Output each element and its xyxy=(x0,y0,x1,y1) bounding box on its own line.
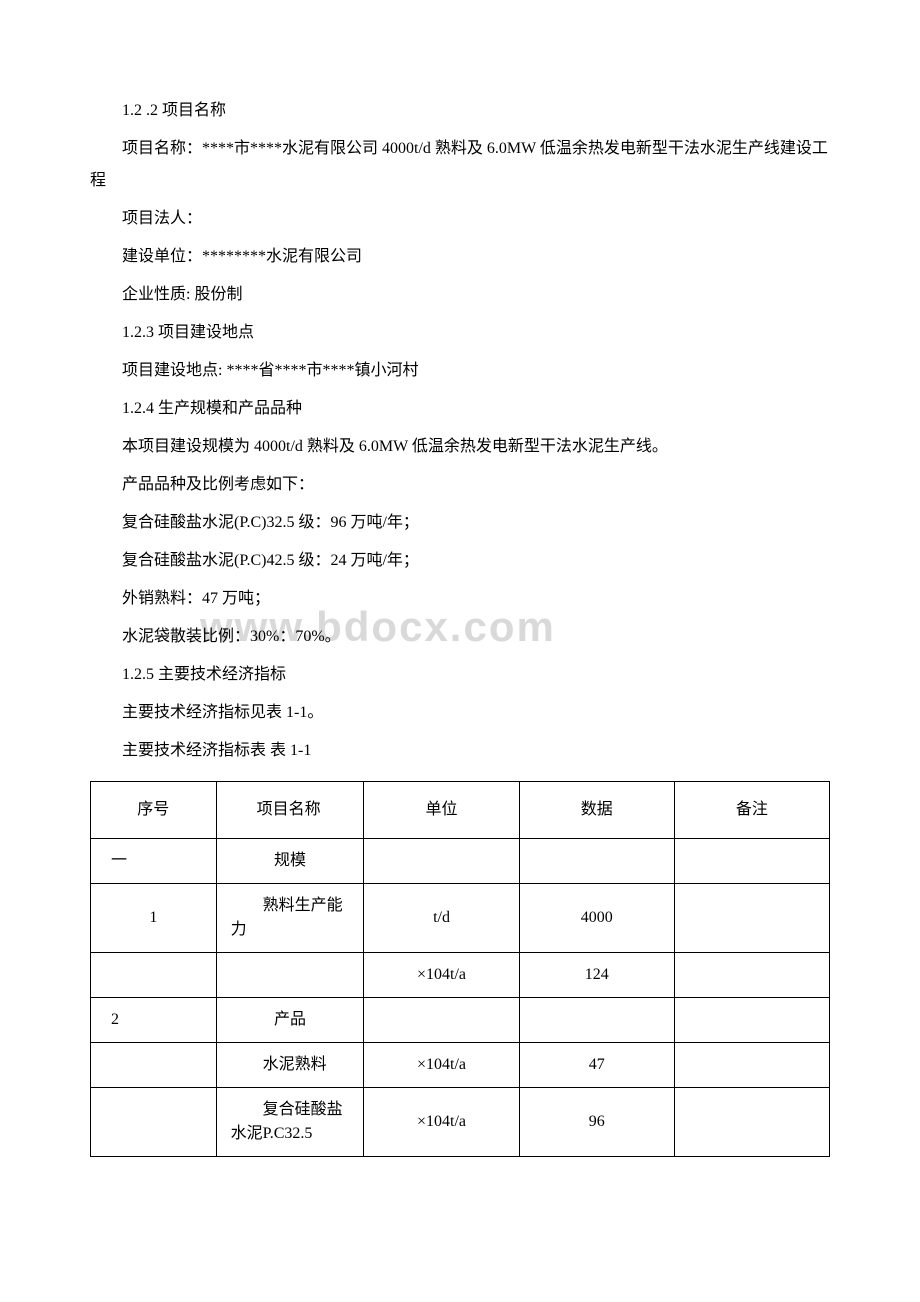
cell-seq xyxy=(91,1088,217,1157)
economic-indicators-table: 序号 项目名称 单位 数据 备注 一 规模 1 熟料生产能力 t/d 4000 … xyxy=(90,781,830,1157)
product-type-1: 复合硅酸盐水泥(P.C)32.5 级：96 万吨/年； xyxy=(90,507,830,539)
cell-name: 规模 xyxy=(216,839,364,884)
section-heading-3: 1.2.4 生产规模和产品品种 xyxy=(90,393,830,425)
cell-seq xyxy=(91,953,217,998)
cell-seq: 一 xyxy=(91,839,217,884)
cell-data: 124 xyxy=(519,953,674,998)
section-heading-1: 1.2 .2 项目名称 xyxy=(90,95,830,127)
header-sequence: 序号 xyxy=(91,782,217,839)
table-caption: 主要技术经济指标表 表 1-1 xyxy=(90,735,830,767)
product-types-intro: 产品品种及比例考虑如下： xyxy=(90,469,830,501)
cell-name xyxy=(216,953,364,998)
table-row: 一 规模 xyxy=(91,839,830,884)
cell-unit: ×104t/a xyxy=(364,1043,519,1088)
cell-unit xyxy=(364,998,519,1043)
cell-data: 47 xyxy=(519,1043,674,1088)
cell-remark xyxy=(674,953,829,998)
construction-unit: 建设单位：********水泥有限公司 xyxy=(90,241,830,273)
table-row: 1 熟料生产能力 t/d 4000 xyxy=(91,884,830,953)
project-legal-person: 项目法人： xyxy=(90,203,830,235)
cell-seq: 1 xyxy=(91,884,217,953)
cell-seq xyxy=(91,1043,217,1088)
packaging-ratio: 水泥袋散装比例：30%：70%。 xyxy=(90,621,830,653)
cell-name: 熟料生产能力 xyxy=(216,884,364,953)
construction-location: 项目建设地点: ****省****市****镇小河村 xyxy=(90,355,830,387)
product-type-2: 复合硅酸盐水泥(P.C)42.5 级：24 万吨/年； xyxy=(90,545,830,577)
cell-seq: 2 xyxy=(91,998,217,1043)
cell-remark xyxy=(674,884,829,953)
cell-data: 96 xyxy=(519,1088,674,1157)
header-project-name: 项目名称 xyxy=(216,782,364,839)
production-scale: 本项目建设规模为 4000t/d 熟料及 6.0MW 低温余热发电新型干法水泥生… xyxy=(90,431,830,463)
header-remark: 备注 xyxy=(674,782,829,839)
table-row: 2 产品 xyxy=(91,998,830,1043)
cell-remark xyxy=(674,1088,829,1157)
enterprise-nature: 企业性质: 股份制 xyxy=(90,279,830,311)
header-unit: 单位 xyxy=(364,782,519,839)
cell-data xyxy=(519,839,674,884)
table-row: 水泥熟料 ×104t/a 47 xyxy=(91,1043,830,1088)
cell-name: 复合硅酸盐水泥P.C32.5 xyxy=(216,1088,364,1157)
project-name-para: 项目名称：****市****水泥有限公司 4000t/d 熟料及 6.0MW 低… xyxy=(90,133,830,197)
export-clinker: 外销熟料：47 万吨； xyxy=(90,583,830,615)
cell-data xyxy=(519,998,674,1043)
cell-remark xyxy=(674,1043,829,1088)
section-heading-2: 1.2.3 项目建设地点 xyxy=(90,317,830,349)
cell-unit xyxy=(364,839,519,884)
table-row: 复合硅酸盐水泥P.C32.5 ×104t/a 96 xyxy=(91,1088,830,1157)
cell-data: 4000 xyxy=(519,884,674,953)
cell-name: 水泥熟料 xyxy=(216,1043,364,1088)
section-heading-4: 1.2.5 主要技术经济指标 xyxy=(90,659,830,691)
cell-unit: ×104t/a xyxy=(364,1088,519,1157)
header-data: 数据 xyxy=(519,782,674,839)
document-content: 1.2 .2 项目名称 项目名称：****市****水泥有限公司 4000t/d… xyxy=(90,95,830,1157)
table-reference: 主要技术经济指标见表 1-1。 xyxy=(90,697,830,729)
cell-unit: ×104t/a xyxy=(364,953,519,998)
cell-remark xyxy=(674,998,829,1043)
table-row: ×104t/a 124 xyxy=(91,953,830,998)
cell-name: 产品 xyxy=(216,998,364,1043)
cell-remark xyxy=(674,839,829,884)
cell-unit: t/d xyxy=(364,884,519,953)
table-header-row: 序号 项目名称 单位 数据 备注 xyxy=(91,782,830,839)
